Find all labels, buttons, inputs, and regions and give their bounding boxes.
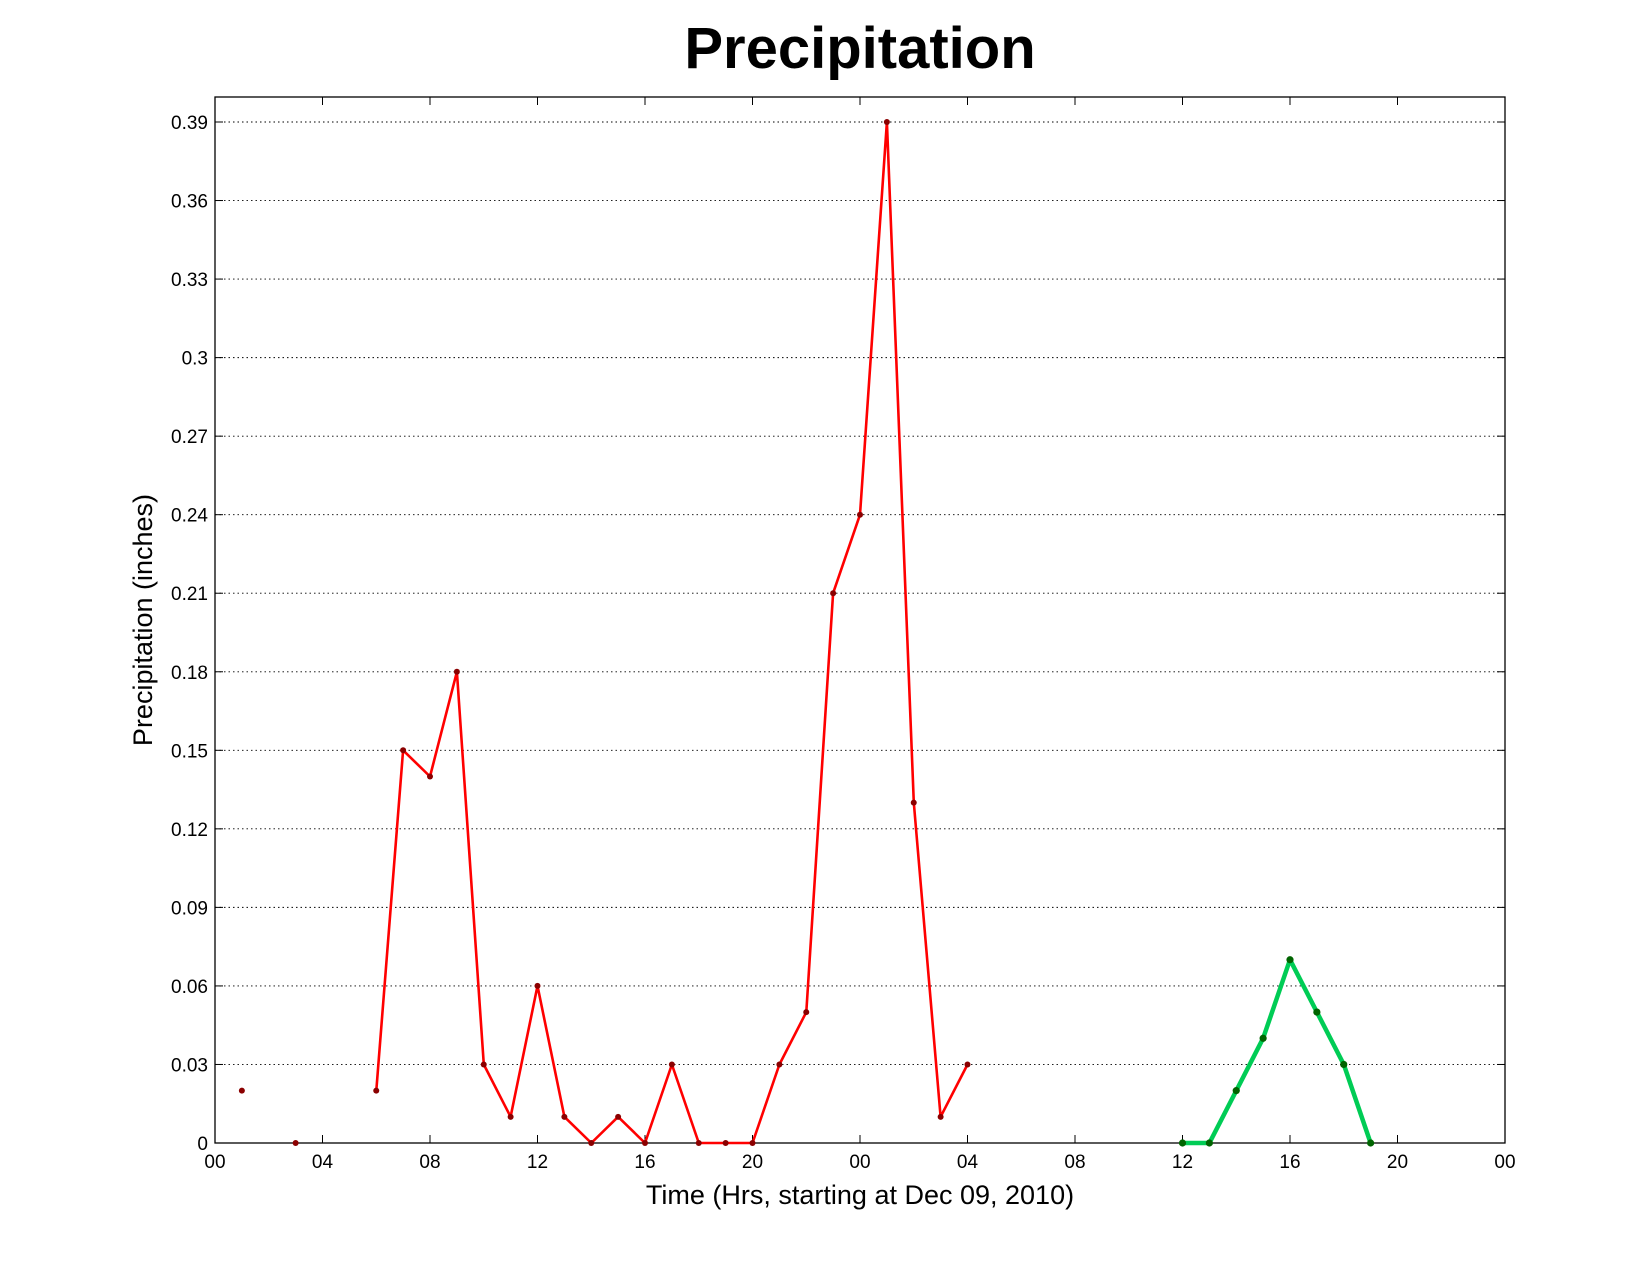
y-tick-label: 0.15 bbox=[171, 741, 208, 762]
x-tick-label: 04 bbox=[957, 1152, 979, 1173]
data-markers bbox=[238, 119, 1375, 1147]
x-tick-label: 04 bbox=[312, 1152, 334, 1173]
x-tick-label: 12 bbox=[527, 1152, 548, 1173]
data-point bbox=[830, 590, 837, 597]
data-point bbox=[1205, 1139, 1213, 1147]
data-point bbox=[507, 1113, 514, 1120]
y-tick-label: 0.21 bbox=[171, 584, 208, 605]
y-tick-label: 0.33 bbox=[171, 270, 208, 291]
y-tick-label: 0.06 bbox=[171, 977, 208, 998]
data-point bbox=[722, 1140, 729, 1146]
x-tick-labels: 00 04 08 12 16 20 00 04 08 12 16 20 00 bbox=[204, 1152, 1515, 1173]
data-point bbox=[615, 1113, 622, 1120]
data-point bbox=[695, 1140, 702, 1146]
data-point bbox=[400, 747, 407, 754]
x-tick-label: 08 bbox=[1064, 1152, 1085, 1173]
data-point bbox=[857, 511, 863, 518]
x-tick-label: 00 bbox=[849, 1152, 870, 1173]
data-point bbox=[1178, 1139, 1187, 1147]
y-tick-labels: 0 0.03 0.06 0.09 0.12 0.15 0.18 0.21 0.24 0.27 0.3… bbox=[171, 113, 208, 1155]
data-point bbox=[749, 1140, 756, 1146]
data-point bbox=[1259, 1034, 1267, 1042]
data-point bbox=[534, 982, 541, 989]
x-tick-label: 16 bbox=[634, 1152, 655, 1173]
data-point bbox=[292, 1140, 299, 1146]
y-tick-label: 0.36 bbox=[171, 192, 208, 213]
data-point bbox=[910, 799, 917, 806]
y-tick-label: 0 bbox=[197, 1134, 208, 1155]
data-point bbox=[561, 1113, 568, 1120]
data-point bbox=[668, 1061, 675, 1068]
data-point bbox=[1340, 1060, 1348, 1069]
data-point bbox=[453, 668, 460, 675]
x-tick-label: 00 bbox=[204, 1152, 225, 1173]
data-point bbox=[803, 1009, 810, 1016]
data-point bbox=[373, 1087, 380, 1094]
chart-title: Precipitation bbox=[684, 16, 1035, 81]
x-tick-label: 20 bbox=[742, 1152, 763, 1173]
data-point bbox=[1286, 956, 1294, 964]
y-tick-label: 0.27 bbox=[171, 427, 208, 448]
data-point bbox=[642, 1140, 648, 1146]
y-tick-label: 0.03 bbox=[171, 1055, 208, 1076]
data-point bbox=[1367, 1139, 1375, 1147]
x-tick-label: 00 bbox=[1494, 1152, 1515, 1173]
y-axis-title: Precipitation (inches) bbox=[128, 494, 158, 746]
series-line bbox=[1182, 957, 1373, 1146]
data-point bbox=[1313, 1008, 1321, 1016]
y-tick-label: 0.39 bbox=[171, 113, 208, 134]
x-tick-label: 12 bbox=[1172, 1152, 1193, 1173]
y-tick-label: 0.09 bbox=[171, 898, 208, 919]
data-point bbox=[588, 1140, 595, 1146]
data-point bbox=[238, 1087, 245, 1094]
y-tick-label: 0.12 bbox=[171, 820, 208, 841]
data-point bbox=[1232, 1087, 1240, 1095]
data-point bbox=[883, 119, 890, 125]
y-tick-label: 0.18 bbox=[171, 663, 208, 684]
x-tick-label: 08 bbox=[419, 1152, 440, 1173]
data-point bbox=[427, 773, 433, 780]
data-point bbox=[776, 1061, 783, 1068]
x-tick-label: 20 bbox=[1387, 1152, 1408, 1173]
x-axis-title: Time (Hrs, starting at Dec 09, 2010) bbox=[646, 1180, 1074, 1210]
data-point bbox=[480, 1061, 487, 1068]
x-tick-label: 16 bbox=[1279, 1152, 1300, 1173]
axis-ticks bbox=[214, 97, 1506, 1144]
y-tick-label: 0.3 bbox=[182, 349, 208, 370]
y-tick-label: 0.24 bbox=[171, 506, 208, 527]
data-point bbox=[964, 1061, 971, 1068]
data-point bbox=[937, 1113, 944, 1120]
